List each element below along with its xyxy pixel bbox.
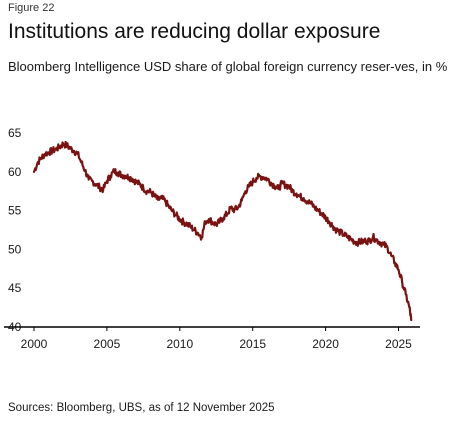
- x-axis-ticks: 2000 2005 2010 2015 2020 2025: [21, 327, 412, 351]
- y-tick-label: 45: [8, 281, 22, 295]
- chart-subtitle: Bloomberg Intelligence USD share of glob…: [8, 59, 448, 74]
- source-note: Sources: Bloomberg, UBS, as of 12 Novemb…: [8, 402, 275, 414]
- y-tick-label: 50: [8, 242, 22, 256]
- y-tick-label: 65: [8, 126, 22, 140]
- x-tick-label: 2005: [94, 337, 121, 351]
- y-tick-label: 55: [8, 204, 22, 218]
- chart-title: Institutions are reducing dollar exposur…: [8, 20, 381, 43]
- x-tick-label: 2025: [385, 337, 412, 351]
- x-tick-label: 2015: [239, 337, 266, 351]
- x-tick-label: 2010: [166, 337, 193, 351]
- figure-label: Figure 22: [8, 2, 55, 14]
- series-line-usd-share: [32, 140, 413, 322]
- x-tick-label: 2000: [21, 337, 48, 351]
- y-tick-label: 60: [8, 165, 22, 179]
- x-tick-label: 2020: [312, 337, 339, 351]
